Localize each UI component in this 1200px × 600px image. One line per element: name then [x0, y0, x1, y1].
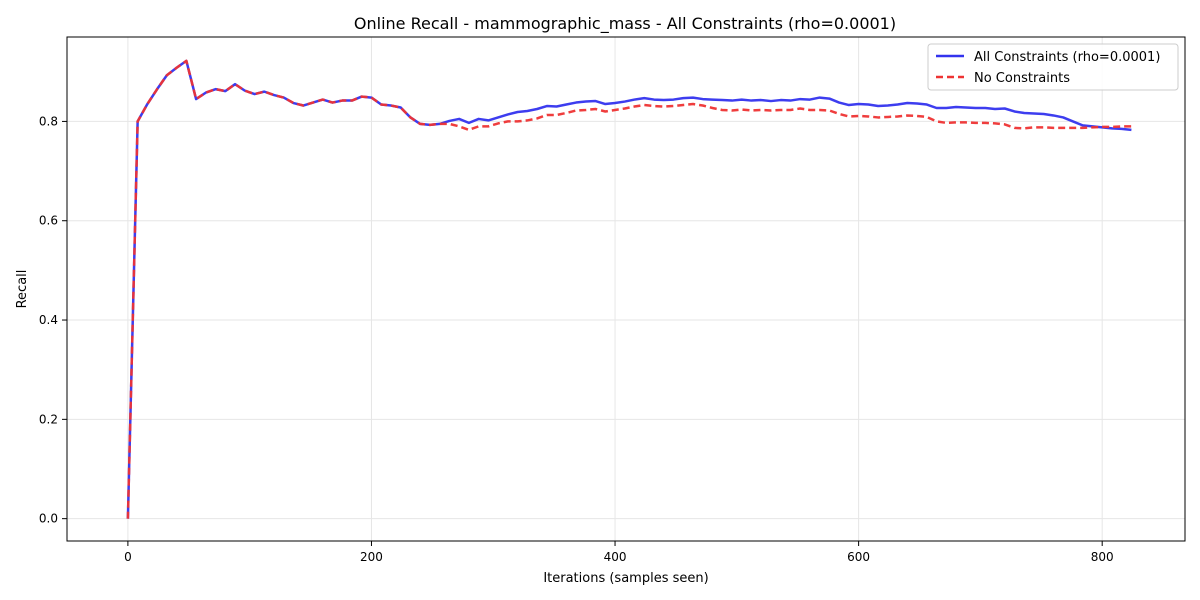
- x-tick-label: 600: [847, 550, 870, 564]
- x-tick-label: 0: [124, 550, 132, 564]
- x-tick-label: 400: [604, 550, 627, 564]
- axis-ticks: 0 200 400 600 800 0.0 0.2 0.4 0.6 0.8: [39, 114, 1114, 564]
- y-axis-label: Recall: [15, 270, 30, 309]
- y-tick-label: 0.2: [39, 412, 58, 426]
- y-tick-label: 0.8: [39, 114, 58, 128]
- y-tick-label: 0.0: [39, 512, 58, 526]
- series-line-all-constraints: [126, 59, 1132, 519]
- legend: All Constraints (rho=0.0001) No Constrai…: [927, 43, 1179, 91]
- series-layer: [126, 59, 1132, 519]
- plot-frame: [66, 36, 1186, 542]
- legend-box: [927, 43, 1179, 91]
- grid-lines: [67, 37, 1185, 541]
- legend-label-all-constraints: All Constraints (rho=0.0001): [974, 50, 1160, 65]
- x-tick-label: 200: [360, 550, 383, 564]
- legend-label-no-constraints: No Constraints: [974, 71, 1070, 86]
- series-line-no-constraints: [126, 59, 1132, 519]
- chart-title: Online Recall - mammographic_mass - All …: [354, 14, 896, 34]
- y-tick-label: 0.6: [39, 214, 58, 228]
- x-axis-label: Iterations (samples seen): [543, 571, 708, 586]
- x-tick-label: 800: [1091, 550, 1114, 564]
- y-tick-label: 0.4: [39, 313, 58, 327]
